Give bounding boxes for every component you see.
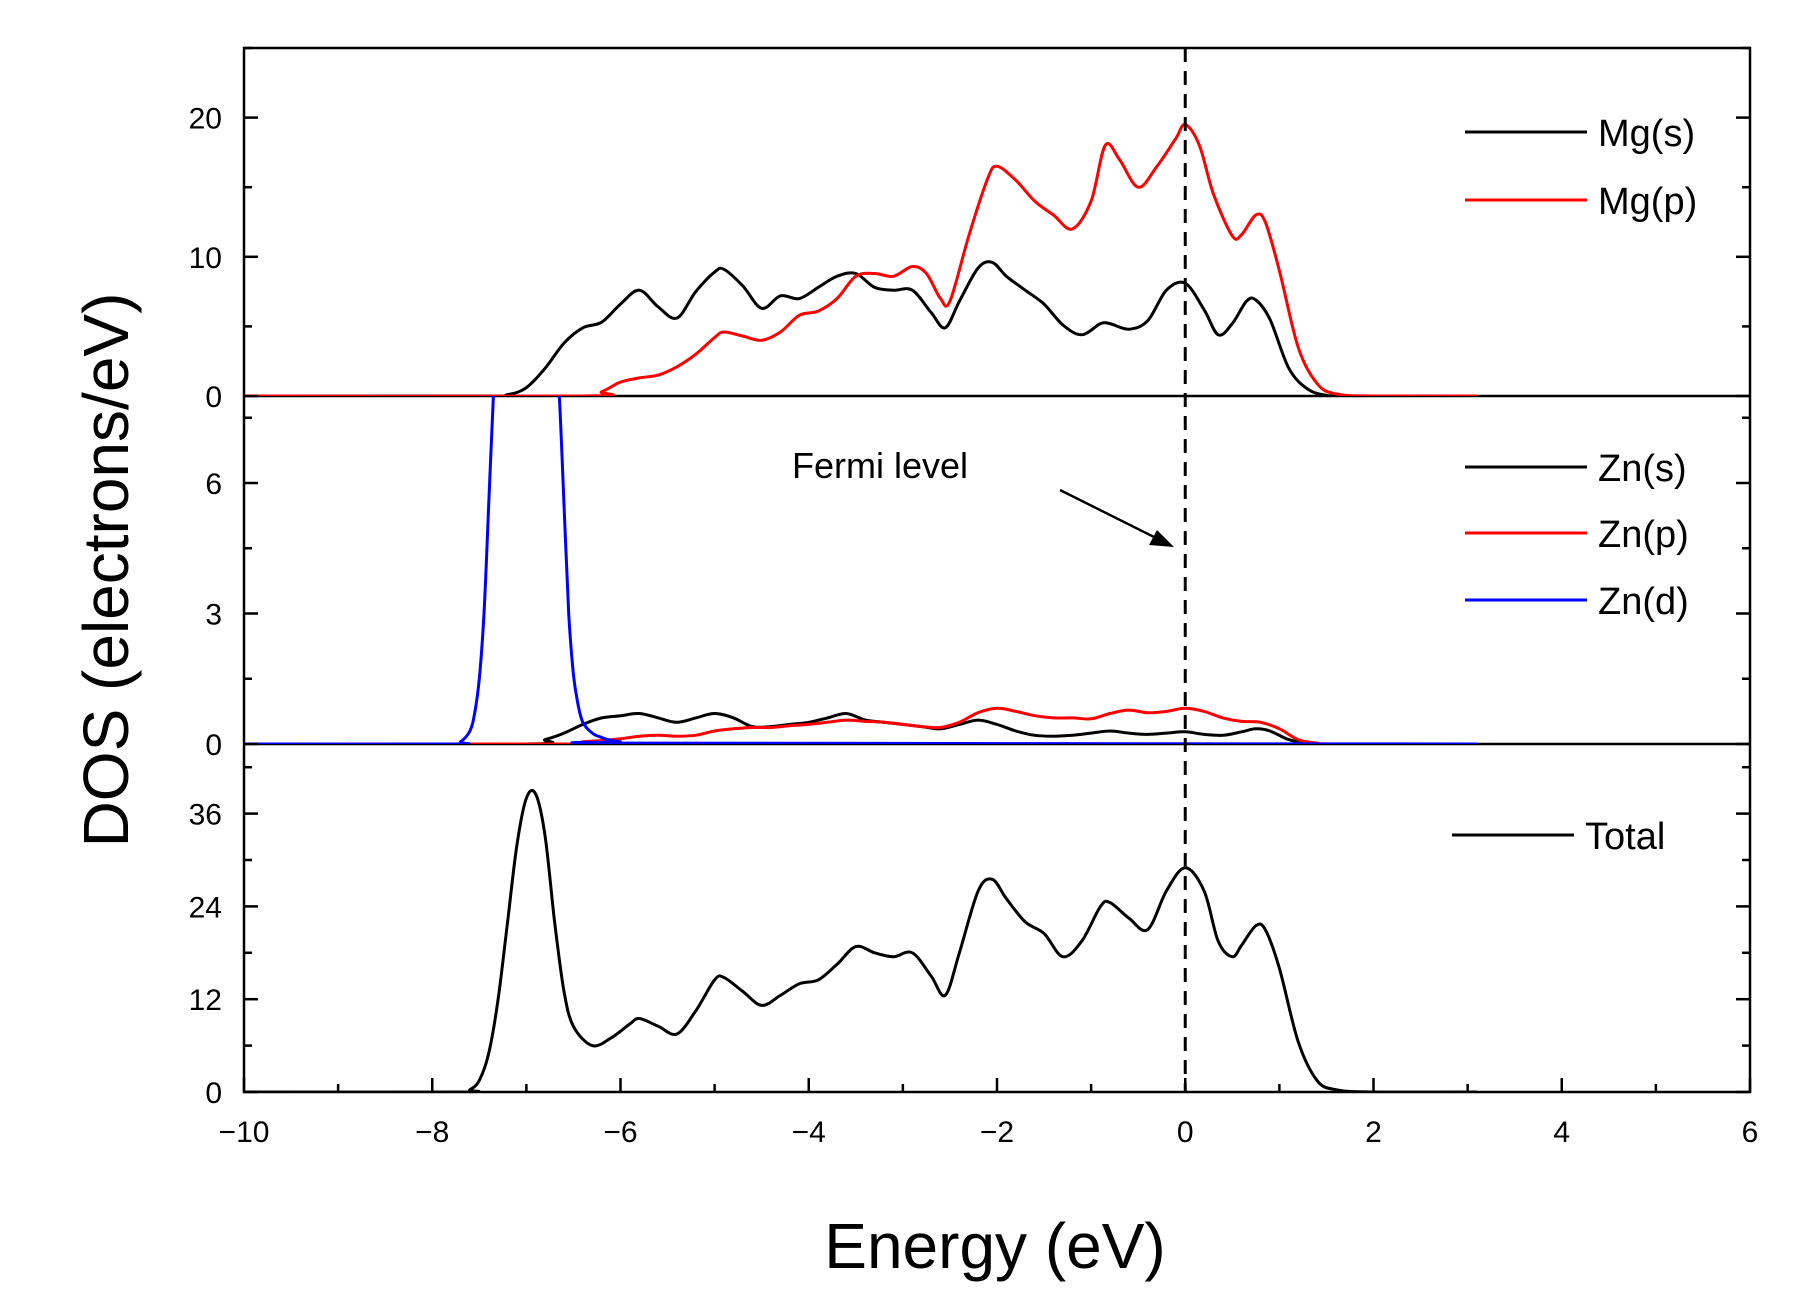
y-tick-label: 24 [189,891,222,924]
zn-panel-curves [244,396,1478,744]
y-tick-label: 3 [205,599,222,632]
series-line-mg-p [244,123,1477,396]
fermi-level-annotation: Fermi level [792,445,968,486]
series-line-zn-p [244,706,1477,744]
series-line-total [244,788,1477,1092]
x-tick-label: 0 [1177,1116,1194,1149]
x-tick-label: 6 [1742,1116,1759,1149]
y-tick-label: 0 [205,729,222,762]
legend-label: Zn(p) [1598,514,1689,556]
x-tick-label: 4 [1553,1116,1570,1149]
legend-label: Total [1585,816,1665,858]
total-panel-curves [244,788,1477,1092]
y-tick-label: 0 [205,1077,222,1110]
x-tick-label: −2 [980,1116,1014,1149]
legend-label: Mg(s) [1598,113,1695,155]
y-tick-label: 20 [189,103,222,136]
fermi-level-arrow [1059,488,1174,547]
mg-panel-curves [244,123,1477,396]
y-tick-label: 6 [205,468,222,501]
x-tick-label: −8 [415,1116,449,1149]
legend-label: Zn(d) [1598,581,1689,623]
x-axis-title: Energy (eV) [824,1210,1165,1282]
legends: Mg(s) Mg(p) Zn(s) Zn(p) Zn(d) Total [1452,113,1697,858]
y-tick-label: 12 [189,984,222,1017]
y-tick-label: 0 [205,381,222,414]
series-line-zn-d [244,396,1478,744]
legend-label: Zn(s) [1598,448,1687,490]
y-axis-title: DOS (electrons/eV) [70,293,142,848]
y-tick-label: 10 [189,242,222,275]
x-tick-label: −4 [792,1116,826,1149]
x-tick-label: −10 [219,1116,270,1149]
y-tick-label: 36 [189,799,222,832]
x-tick-label: −6 [603,1116,637,1149]
legend-label: Mg(p) [1598,181,1697,223]
series-line-mg-s [244,260,1477,396]
x-tick-label: 2 [1365,1116,1382,1149]
axis-ticks [242,46,1752,1094]
